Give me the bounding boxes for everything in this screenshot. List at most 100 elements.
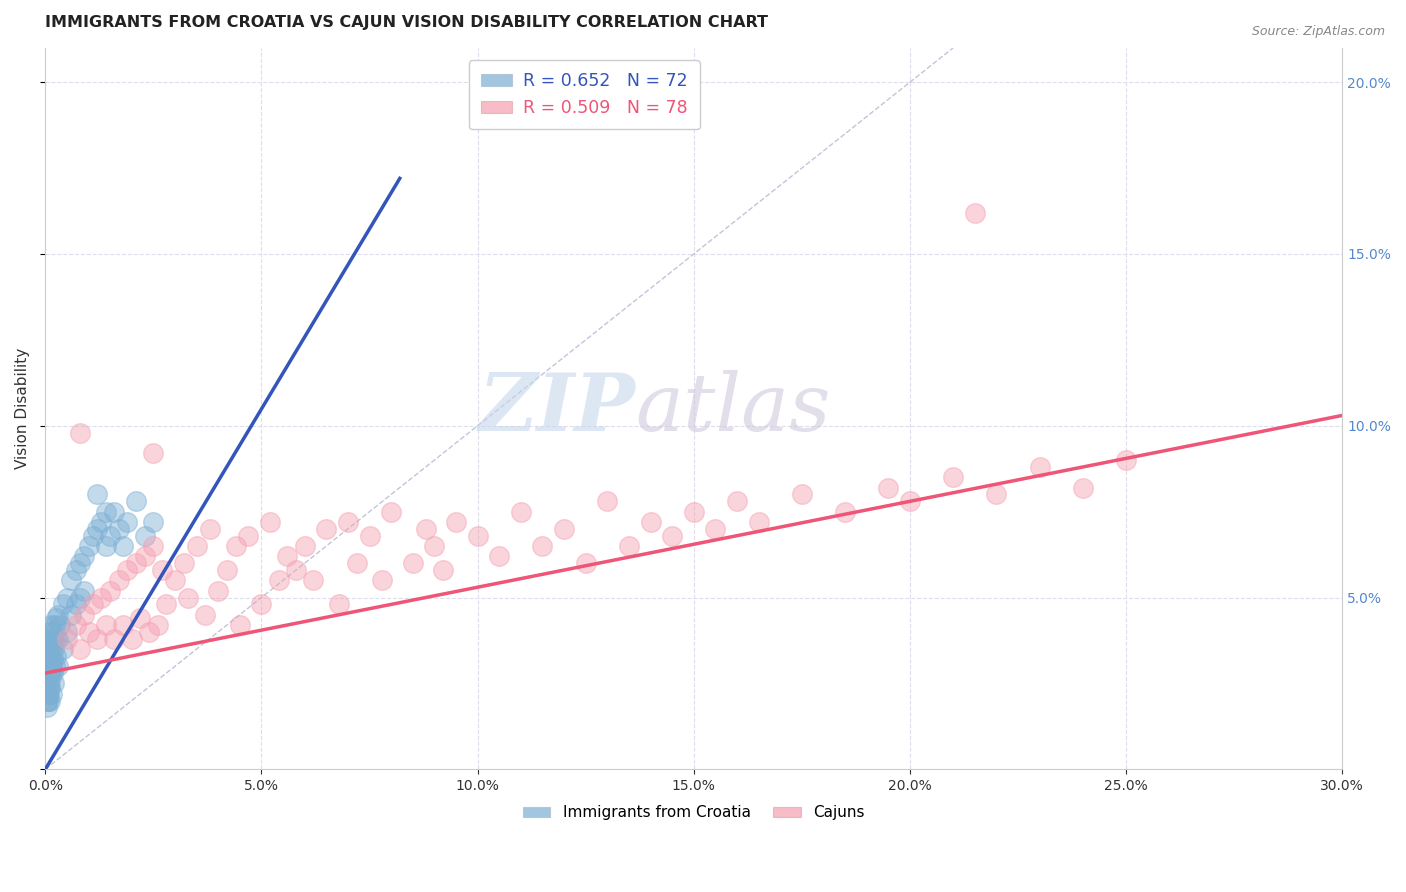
Text: Source: ZipAtlas.com: Source: ZipAtlas.com	[1251, 25, 1385, 38]
Point	[65, 563, 87, 577]
Point	[39, 639, 62, 653]
Point	[37, 676, 59, 690]
Point	[82, 529, 104, 543]
Point	[1028, 460, 1050, 475]
Point	[371, 574, 394, 588]
Point	[415, 522, 437, 536]
Point	[575, 556, 598, 570]
Point	[38, 645, 60, 659]
Point	[45, 648, 67, 663]
Point	[553, 522, 575, 536]
Point	[942, 470, 965, 484]
Point	[129, 611, 152, 625]
Point	[35, 676, 58, 690]
Point	[86, 487, 108, 501]
Point	[748, 515, 770, 529]
Point	[82, 598, 104, 612]
Point	[37, 687, 59, 701]
Point	[90, 515, 112, 529]
Point	[39, 680, 62, 694]
Point	[963, 205, 986, 219]
Point	[45, 632, 67, 646]
Point	[35, 666, 58, 681]
Point	[134, 529, 156, 543]
Point	[186, 539, 208, 553]
Point	[198, 522, 221, 536]
Point	[177, 591, 200, 605]
Point	[41, 687, 63, 701]
Point	[112, 539, 135, 553]
Point	[39, 652, 62, 666]
Point	[39, 659, 62, 673]
Point	[35, 687, 58, 701]
Point	[98, 529, 121, 543]
Point	[163, 574, 186, 588]
Point	[704, 522, 727, 536]
Point	[267, 574, 290, 588]
Point	[432, 563, 454, 577]
Point	[509, 505, 531, 519]
Point	[38, 687, 60, 701]
Point	[69, 556, 91, 570]
Point	[56, 624, 79, 639]
Point	[69, 591, 91, 605]
Point	[94, 505, 117, 519]
Point	[94, 618, 117, 632]
Point	[229, 618, 252, 632]
Point	[276, 549, 298, 564]
Point	[69, 425, 91, 440]
Point	[45, 611, 67, 625]
Point	[41, 642, 63, 657]
Point	[65, 618, 87, 632]
Point	[73, 549, 96, 564]
Point	[146, 618, 169, 632]
Point	[38, 624, 60, 639]
Point	[39, 618, 62, 632]
Point	[98, 583, 121, 598]
Point	[117, 515, 139, 529]
Point	[65, 598, 87, 612]
Y-axis label: Vision Disability: Vision Disability	[15, 348, 30, 469]
Point	[315, 522, 337, 536]
Point	[986, 487, 1008, 501]
Point	[42, 642, 65, 657]
Point	[94, 539, 117, 553]
Point	[42, 652, 65, 666]
Point	[35, 659, 58, 673]
Point	[467, 529, 489, 543]
Point	[77, 624, 100, 639]
Point	[35, 693, 58, 707]
Text: ZIP: ZIP	[478, 370, 636, 447]
Point	[37, 693, 59, 707]
Point	[56, 591, 79, 605]
Point	[112, 618, 135, 632]
Point	[142, 446, 165, 460]
Point	[142, 515, 165, 529]
Point	[834, 505, 856, 519]
Point	[86, 632, 108, 646]
Point	[46, 659, 69, 673]
Point	[117, 563, 139, 577]
Point	[44, 659, 66, 673]
Point	[37, 652, 59, 666]
Point	[44, 618, 66, 632]
Point	[617, 539, 640, 553]
Point	[250, 598, 273, 612]
Point	[107, 574, 129, 588]
Point	[898, 494, 921, 508]
Point	[346, 556, 368, 570]
Point	[125, 556, 148, 570]
Point	[37, 666, 59, 681]
Point	[596, 494, 619, 508]
Point	[37, 700, 59, 714]
Point	[90, 591, 112, 605]
Point	[138, 624, 160, 639]
Point	[194, 607, 217, 622]
Point	[150, 563, 173, 577]
Point	[285, 563, 308, 577]
Text: IMMIGRANTS FROM CROATIA VS CAJUN VISION DISABILITY CORRELATION CHART: IMMIGRANTS FROM CROATIA VS CAJUN VISION …	[45, 15, 768, 30]
Point	[38, 666, 60, 681]
Point	[259, 515, 281, 529]
Point	[73, 607, 96, 622]
Point	[444, 515, 467, 529]
